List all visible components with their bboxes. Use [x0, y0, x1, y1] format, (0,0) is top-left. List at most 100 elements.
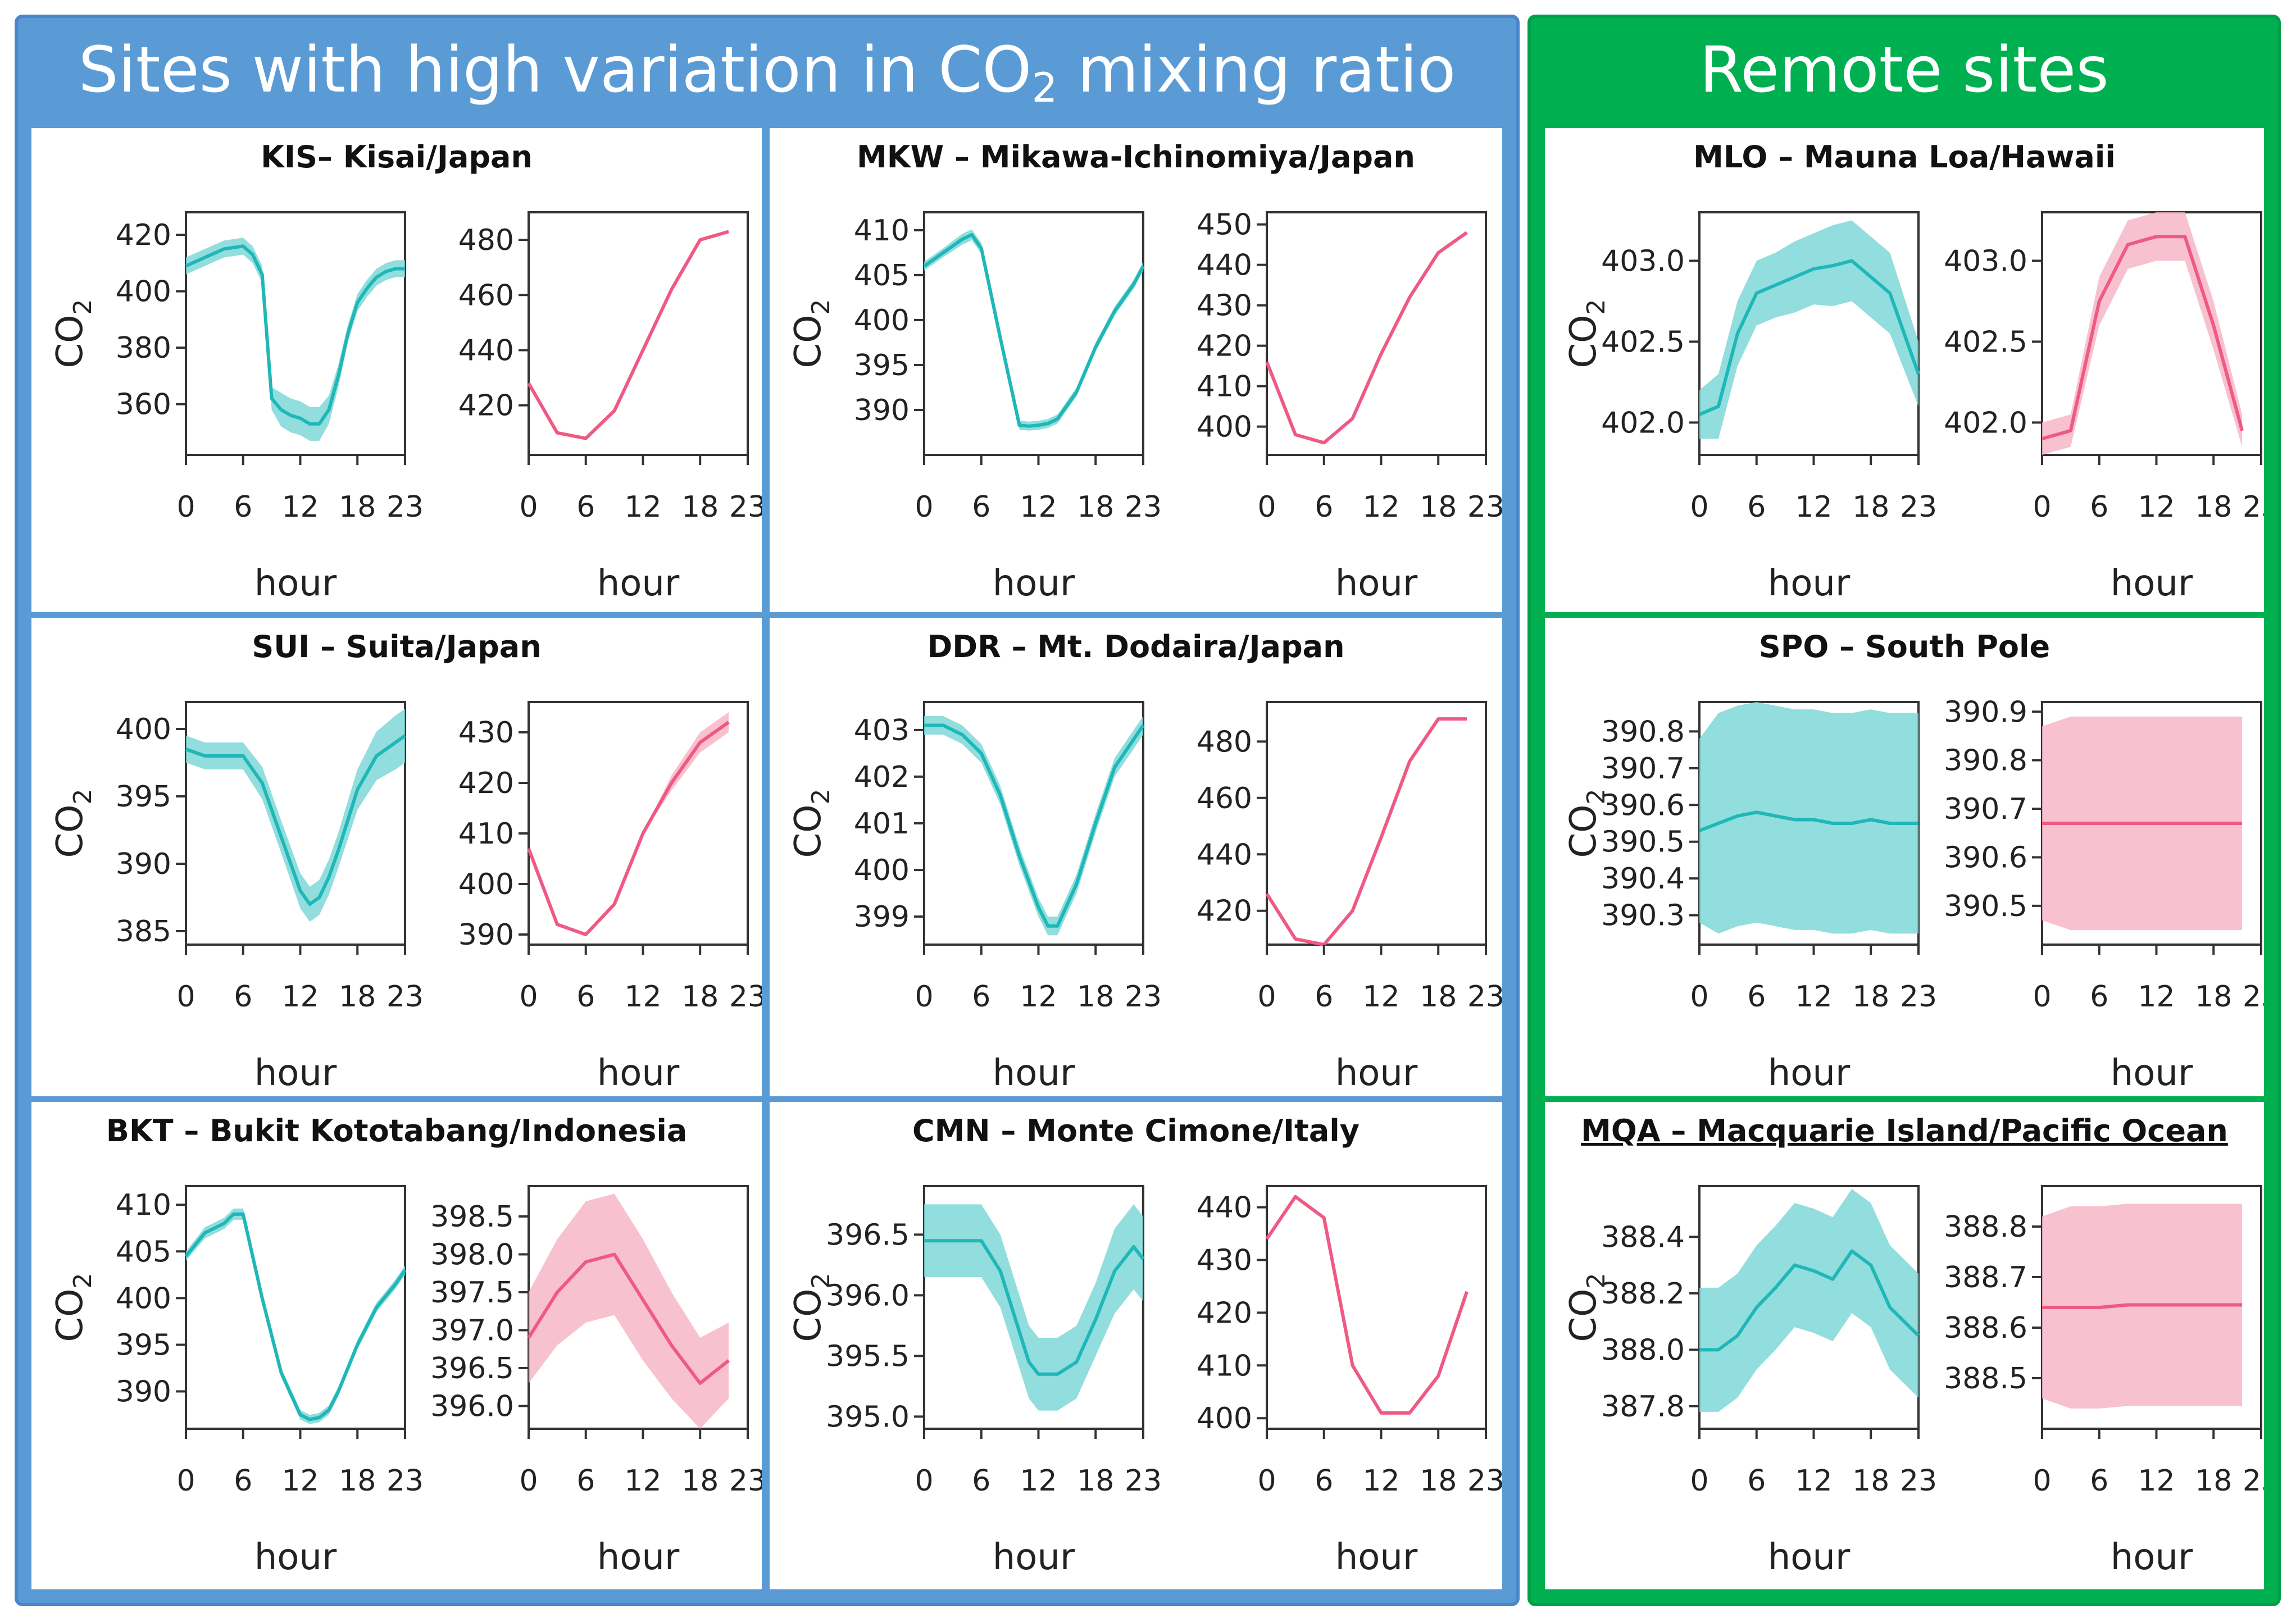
right-plot: 390.5 390.6 390.7 390.8 390.9 0 6 12 18 23 hour	[1944, 695, 2264, 1094]
left-ytick-label: 402	[854, 760, 910, 794]
right-xtick-label: 12	[1362, 490, 1399, 524]
right-xtick-label: 0	[2033, 1464, 2051, 1498]
right-series-line	[527, 1252, 730, 1385]
right-ytick-label: 396.5	[430, 1352, 514, 1385]
right-xlabel: hour	[2111, 563, 2193, 604]
left-ytick-label: 395.5	[826, 1339, 910, 1373]
left-ytick-label: 380	[116, 331, 171, 365]
right-xtick-label: 18	[1420, 1464, 1457, 1498]
left-xtick-label: 6	[1747, 1464, 1766, 1498]
left-xtick-label: 0	[1690, 1464, 1708, 1498]
right-xtick-label: 23	[2243, 490, 2264, 524]
panel-title: MLO – Mauna Loa/Hawaii	[1693, 139, 2116, 175]
right-xtick-label: 6	[2090, 490, 2108, 524]
right-plot-frame	[528, 211, 749, 456]
right-xtick-label: 18	[1420, 980, 1457, 1014]
left-plot: 360 380 400 420 0 6 12 18 23 hour	[116, 211, 424, 604]
ylabel-co2: CO2	[788, 789, 835, 858]
panel-kis: KIS– Kisai/Japan CO2 360 380 400 420 0 6 12 18 23 h…	[31, 128, 762, 612]
panel-title: SPO – South Pole	[1758, 629, 2051, 664]
panel-title: KIS– Kisai/Japan	[261, 139, 533, 175]
panel-title: SUI – Suita/Japan	[252, 629, 542, 664]
panel-mlo: MLO – Mauna Loa/Hawaii CO2 402.0 402.5 403.0…	[1545, 128, 2264, 612]
right-plot: 400 410 420 430 440 450 0 6 12 18 23 hour	[1197, 208, 1502, 604]
right-xtick-label: 18	[2195, 980, 2232, 1014]
right-xtick-label: 0	[2033, 490, 2051, 524]
left-series-line	[1698, 259, 1920, 416]
group-title-text: Sites with high variation in CO	[78, 34, 1032, 107]
left-xtick-label: 18	[339, 980, 376, 1014]
panel-title: CMN – Monte Cimone/Italy	[912, 1113, 1360, 1148]
right-uncertainty-band	[529, 1193, 729, 1429]
right-plot-frame	[2041, 211, 2262, 456]
right-ytick-label: 410	[1197, 1349, 1252, 1383]
left-ytick-label: 395	[116, 1328, 171, 1362]
ylabel-subscript: 2	[1582, 299, 1611, 315]
group-title-remote: Remote sites	[1699, 34, 2109, 107]
right-ytick-label: 398.5	[430, 1200, 514, 1234]
left-ytick-label: 403	[854, 714, 910, 748]
left-xtick-label: 12	[1020, 980, 1057, 1014]
left-xtick-label: 6	[234, 490, 252, 524]
left-ytick-label: 390	[116, 847, 171, 881]
left-plot-frame	[185, 211, 406, 456]
left-plot-frame	[1698, 211, 1920, 456]
left-xtick-label: 0	[915, 490, 933, 524]
left-xtick-label: 23	[1125, 490, 1162, 524]
left-uncertainty-band	[924, 1204, 1143, 1411]
left-xtick-label: 6	[972, 490, 990, 524]
left-uncertainty-band	[1699, 1189, 1918, 1412]
left-ytick-label: 399	[854, 900, 910, 934]
chart-mlo: CO2 402.0 402.5 403.0 0 6 12 18 23 hour 402.0 402.5…	[1563, 211, 2264, 604]
right-ytick-label: 450	[1197, 208, 1252, 242]
right-series-line	[1265, 231, 1468, 445]
right-xtick-label: 12	[624, 980, 661, 1014]
right-series-line	[2042, 235, 2244, 441]
left-xtick-label: 6	[1747, 980, 1766, 1014]
ylabel-main: CO	[49, 1288, 91, 1342]
left-xlabel: hour	[254, 1537, 337, 1578]
left-plot: 402.0 402.5 403.0 0 6 12 18 23 hour	[1601, 211, 1937, 604]
right-ytick-label: 480	[1197, 725, 1252, 759]
right-xtick-label: 12	[624, 490, 661, 524]
left-xtick-label: 0	[1690, 980, 1708, 1014]
right-xlabel: hour	[2111, 1052, 2193, 1094]
left-xtick-label: 12	[281, 490, 319, 524]
left-xtick-label: 6	[1747, 490, 1766, 524]
ylabel-main: CO	[1563, 1288, 1604, 1342]
right-xtick-label: 0	[519, 980, 538, 1014]
right-xtick-label: 0	[1257, 980, 1276, 1014]
left-ytick-label: 390.6	[1601, 789, 1685, 822]
left-ytick-label: 420	[116, 218, 171, 252]
right-plot: 420 440 460 480 0 6 12 18 23 hour	[458, 211, 762, 604]
left-uncertainty-band	[924, 715, 1143, 936]
left-ytick-label: 390.7	[1601, 752, 1685, 786]
left-ytick-label: 400	[854, 854, 910, 887]
right-plot: 390 400 410 420 430 0 6 12 18 23 hour	[458, 701, 762, 1094]
left-xlabel: hour	[993, 1052, 1075, 1094]
ylabel-main: CO	[788, 804, 829, 858]
left-plot: 395.0 395.5 396.0 396.5 0 6 12 18 23 hour	[826, 1185, 1162, 1578]
ylabel-main: CO	[49, 315, 91, 368]
right-ytick-label: 430	[1197, 289, 1252, 323]
right-xtick-label: 12	[624, 1464, 661, 1498]
left-plot: 387.8 388.0 388.2 388.4 0 6 12 18 23 hour	[1601, 1185, 1937, 1578]
left-ytick-label: 388.4	[1601, 1220, 1685, 1254]
left-xtick-label: 0	[915, 1464, 933, 1498]
left-ytick-label: 395.0	[826, 1400, 910, 1434]
right-xtick-label: 12	[2138, 490, 2175, 524]
right-ytick-label: 390.9	[1944, 695, 2027, 729]
left-ytick-label: 390	[116, 1375, 171, 1409]
right-plot: 400 410 420 430 440 0 6 12 18 23 hour	[1197, 1185, 1502, 1578]
left-ytick-label: 400	[116, 275, 171, 309]
right-xtick-label: 0	[2033, 980, 2051, 1014]
left-series-line	[1699, 1249, 1920, 1352]
ylabel-subscript: 2	[69, 1273, 97, 1288]
left-ytick-label: 410	[854, 214, 910, 248]
left-xtick-label: 18	[1077, 1464, 1114, 1498]
right-xtick-label: 18	[681, 490, 719, 524]
left-ytick-label: 395	[116, 780, 171, 814]
right-xlabel: hour	[1335, 563, 1418, 604]
right-uncertainty-band	[529, 712, 729, 935]
chart-cmn: CO2 395.0 395.5 396.0 396.5 0 6 12 18 23 hour 400 41…	[788, 1185, 1502, 1578]
